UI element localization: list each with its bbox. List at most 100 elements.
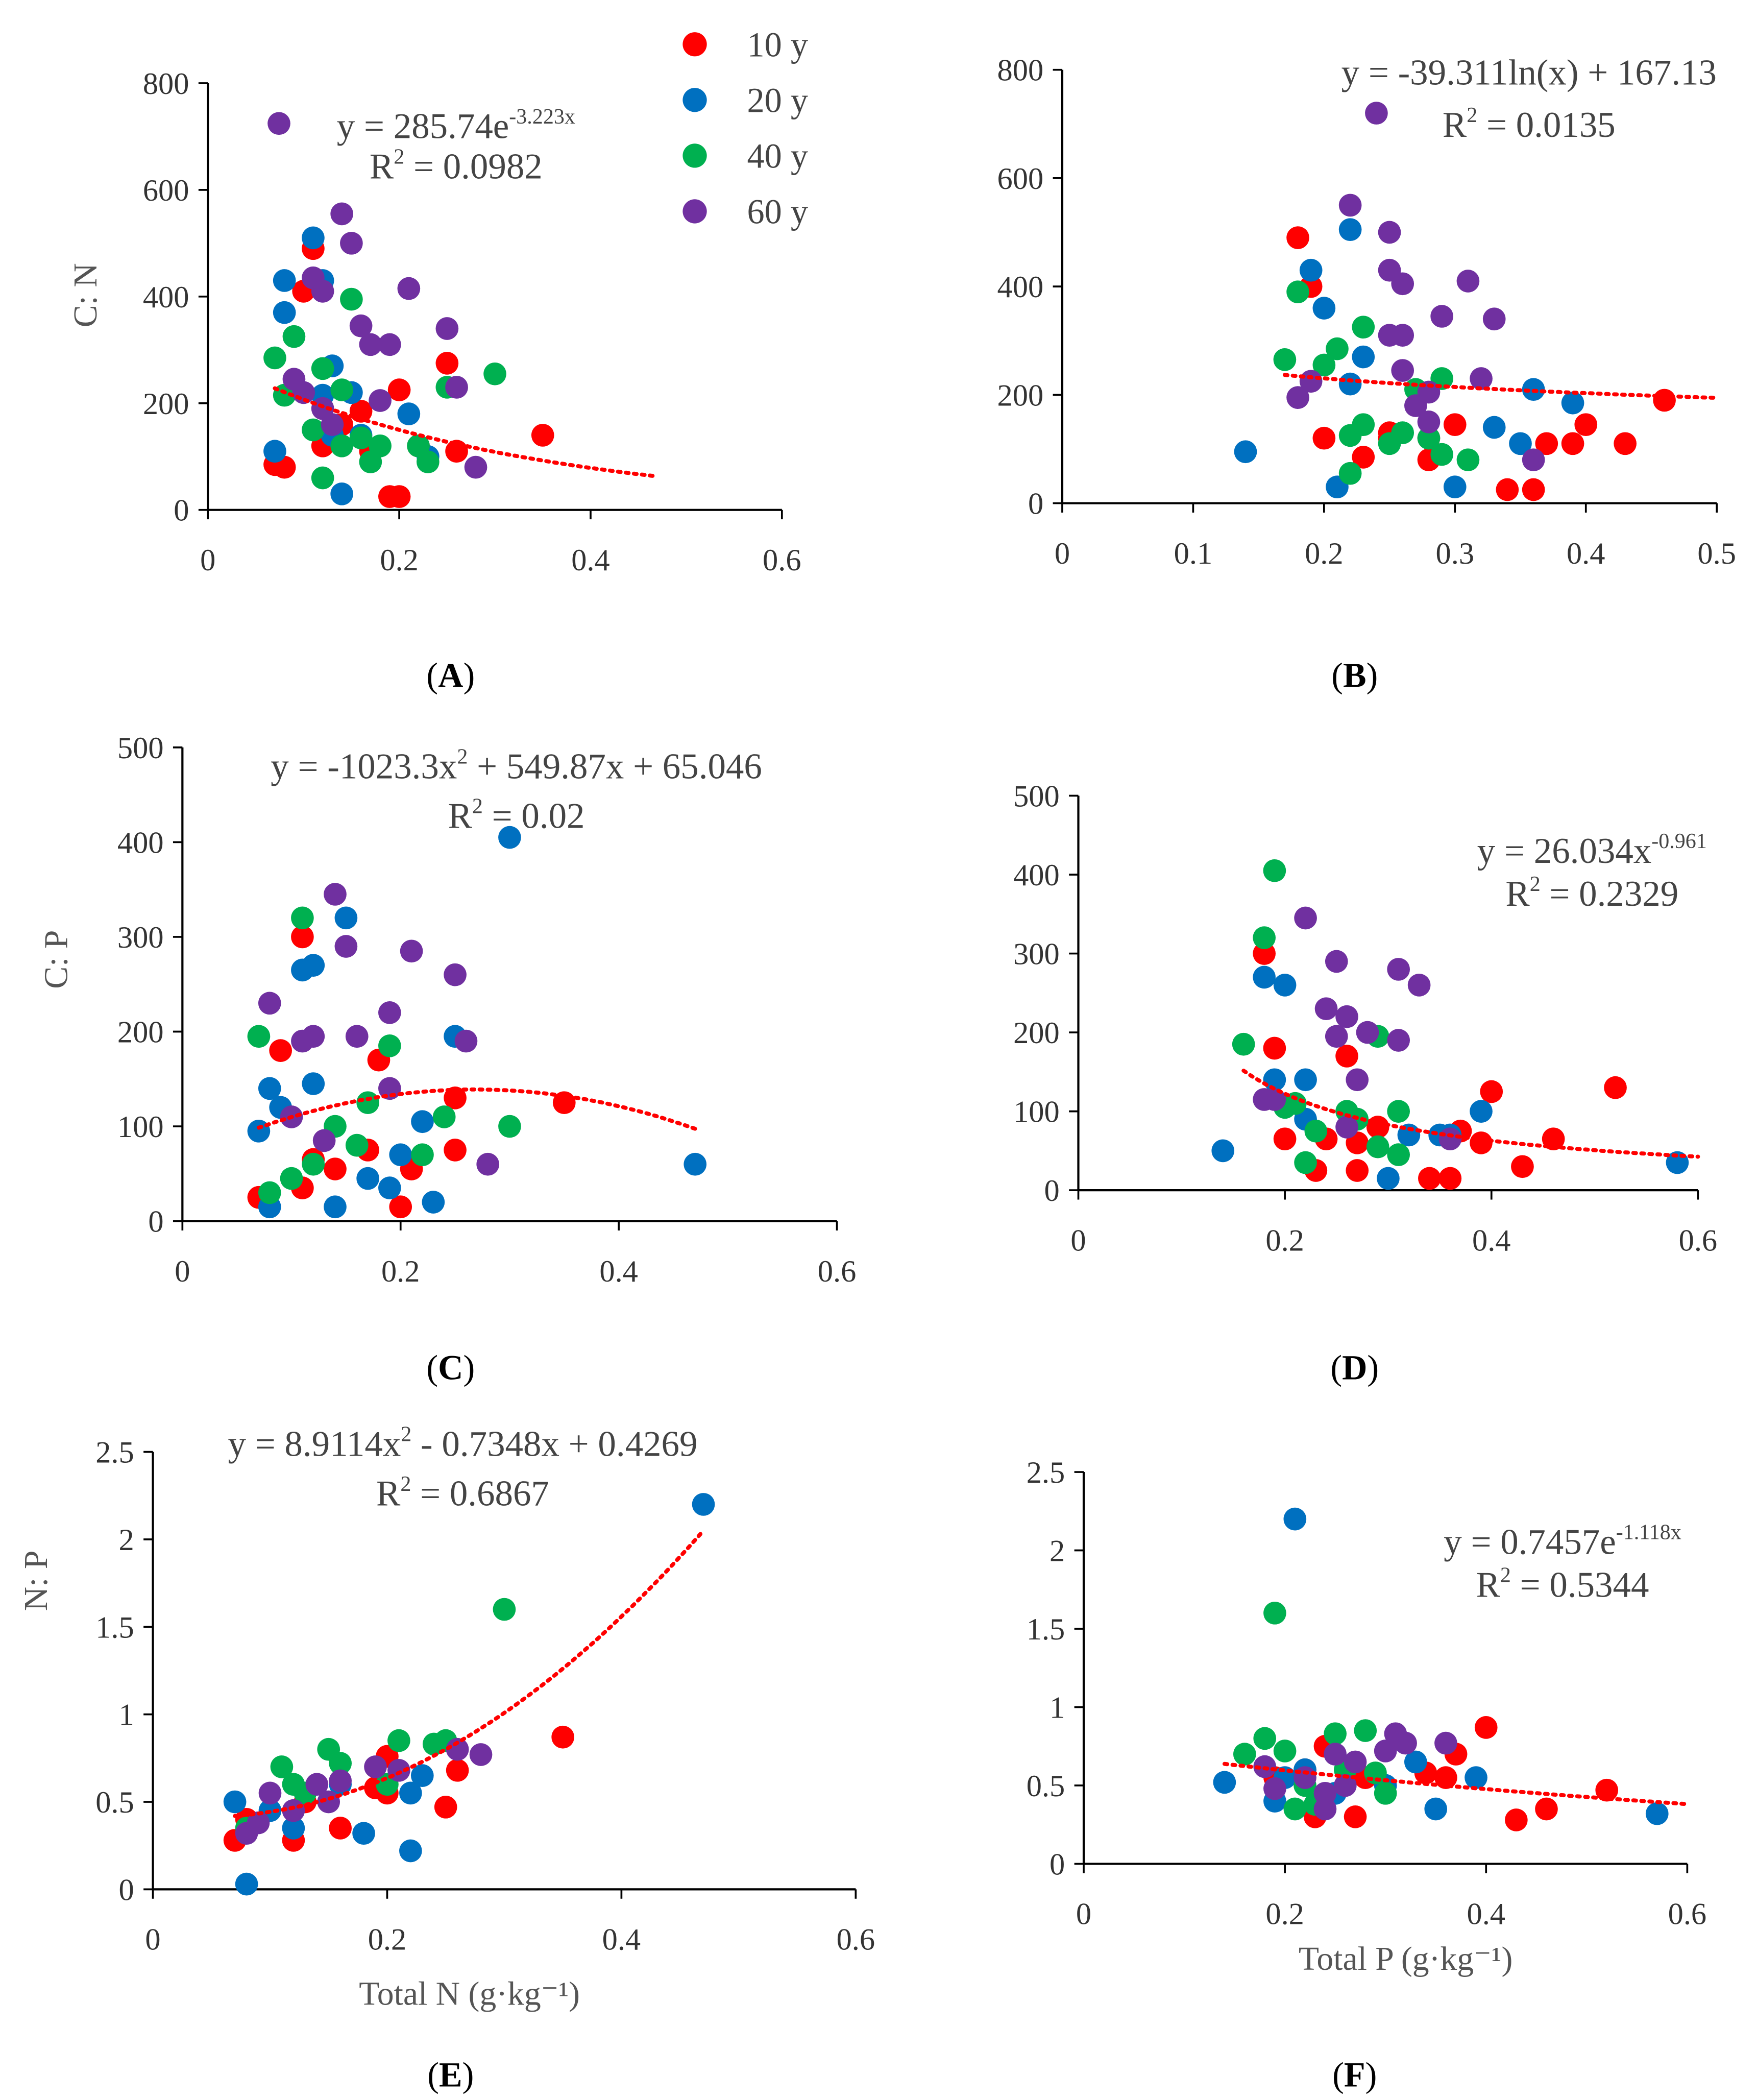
y-tick-label: 400 — [143, 280, 189, 315]
panel-caption: (B) — [1331, 656, 1378, 695]
data-point — [311, 280, 334, 303]
series-60y — [235, 1737, 493, 1845]
data-point — [1470, 1100, 1493, 1123]
caption-letter: A — [438, 656, 463, 695]
data-point — [422, 1191, 445, 1214]
data-point — [1417, 411, 1441, 433]
panel-caption: (C) — [426, 1348, 475, 1387]
x-tick-label: 0.4 — [1567, 537, 1605, 571]
y-tick-label: 0 — [148, 1205, 163, 1239]
data-point — [1614, 432, 1637, 455]
data-point — [305, 1773, 329, 1796]
data-point — [334, 935, 358, 958]
x-tick-label: 0.6 — [818, 1254, 857, 1289]
y-tick-label: 100 — [1013, 1095, 1060, 1129]
data-point — [324, 883, 347, 906]
data-point — [1352, 446, 1375, 469]
r-label: R — [370, 147, 394, 187]
data-point — [445, 440, 468, 463]
x-tick-label: 0.1 — [1174, 537, 1213, 571]
data-point — [349, 400, 373, 423]
data-point — [444, 963, 467, 986]
y-tick-label: 300 — [1013, 937, 1060, 972]
data-point — [1294, 906, 1317, 930]
caption-letter: D — [1342, 1348, 1367, 1387]
r-superscript: 2 — [1467, 104, 1477, 127]
data-point — [684, 1152, 707, 1176]
data-point — [1335, 1005, 1358, 1028]
data-point — [359, 333, 382, 356]
r-label: R — [1505, 874, 1530, 914]
y-tick-label: 300 — [117, 921, 164, 955]
data-point — [1434, 1731, 1457, 1755]
data-point — [432, 1105, 456, 1128]
data-point — [258, 992, 281, 1015]
data-point — [1334, 1774, 1357, 1797]
r-value: = 0.0135 — [1477, 105, 1616, 145]
data-point — [280, 1167, 303, 1190]
data-point — [483, 362, 506, 385]
caption-letter: E — [439, 2056, 462, 2094]
x-tick-label: 0.6 — [837, 1923, 875, 1957]
data-point — [1273, 974, 1297, 997]
x-tick-label: 0 — [200, 543, 215, 577]
y-tick-label: 200 — [997, 378, 1044, 413]
panel-caption: (F) — [1332, 2056, 1377, 2094]
panel-a: 0 200 400 600 800 0 0.2 0.4 0.6 y = 285.74e-3.223… — [67, 67, 801, 695]
data-point — [1482, 416, 1506, 439]
data-point — [446, 1737, 469, 1761]
data-point — [334, 906, 358, 930]
data-point — [1387, 1143, 1410, 1166]
r-superscript: 2 — [400, 1473, 411, 1496]
x-tick-label: 0.2 — [1265, 1223, 1304, 1258]
y-tick-label: 0 — [1028, 487, 1043, 521]
data-point — [1387, 1029, 1410, 1052]
legend-marker — [682, 199, 707, 224]
data-point — [410, 1764, 434, 1787]
y-tick-label: 0 — [174, 494, 189, 528]
panel-caption: (A) — [426, 656, 475, 695]
data-point — [282, 325, 306, 348]
data-point — [1314, 997, 1338, 1021]
data-point — [444, 1139, 467, 1162]
panel-caption: (E) — [427, 2056, 474, 2094]
data-point — [329, 1769, 352, 1793]
data-point — [340, 287, 363, 311]
data-point — [1391, 324, 1414, 347]
data-point — [1480, 1080, 1503, 1103]
caption-open: ( — [427, 2056, 439, 2094]
legend-label: 60 y — [747, 192, 809, 231]
x-tick-label: 0.4 — [1467, 1897, 1505, 1932]
data-point — [1456, 448, 1480, 471]
y-tick-label: 600 — [143, 174, 189, 208]
y-tick-label: 200 — [117, 1016, 164, 1050]
r-squared: R2 = 0.0135 — [1443, 104, 1616, 145]
y-tick-label: 1.5 — [95, 1610, 134, 1645]
data-point — [1378, 221, 1401, 244]
data-point — [291, 925, 314, 949]
x-tick-label: 0 — [1070, 1223, 1086, 1258]
data-point — [329, 1752, 352, 1775]
data-point — [1505, 1808, 1528, 1831]
x-tick-label: 0.4 — [571, 543, 610, 577]
y-tick-label: 400 — [1013, 858, 1060, 892]
data-point — [1263, 1601, 1286, 1625]
data-point — [1535, 432, 1558, 455]
series-40y — [1273, 280, 1480, 485]
r-value: = 0.6867 — [411, 1474, 549, 1514]
data-point — [1325, 950, 1348, 973]
data-point — [1561, 432, 1584, 455]
data-point — [330, 434, 353, 457]
equation-main: y = 0.7457e — [1444, 1522, 1616, 1562]
data-point — [352, 1822, 375, 1845]
data-point — [324, 1157, 347, 1180]
caption-letter: C — [438, 1348, 463, 1387]
data-point — [1253, 942, 1276, 965]
data-point — [1312, 297, 1336, 320]
data-point — [1391, 272, 1414, 296]
equation-superscript: 2 — [457, 745, 468, 768]
data-point — [1338, 194, 1362, 217]
data-point — [1561, 391, 1584, 415]
data-point — [464, 455, 487, 479]
data-point — [389, 1143, 412, 1167]
